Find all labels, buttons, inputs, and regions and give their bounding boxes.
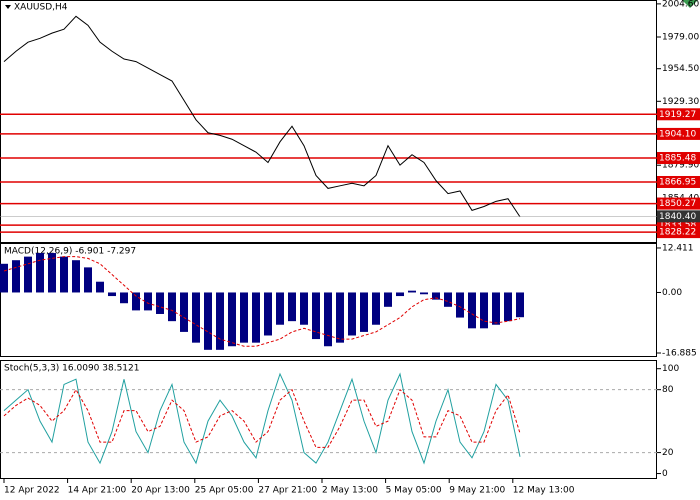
macd-bar bbox=[0, 263, 8, 293]
panel-title: MACD(12,26,9) -6.901 -7.297 bbox=[4, 247, 136, 257]
y-tick-label: 80 bbox=[662, 385, 674, 395]
x-tick-label: 12 Apr 2022 bbox=[4, 486, 60, 496]
macd-bar bbox=[288, 292, 296, 322]
macd-bar bbox=[384, 292, 392, 307]
x-tick-label: 9 May 21:00 bbox=[449, 486, 505, 496]
macd-bar bbox=[96, 281, 104, 293]
level-label: 1850.27 bbox=[659, 199, 696, 209]
panel-title: Stoch(5,3,3) 16.0090 38.5121 bbox=[4, 364, 139, 374]
level-label-box bbox=[657, 226, 700, 239]
macd-bar bbox=[228, 292, 236, 347]
macd-bar bbox=[456, 292, 464, 318]
x-tick-label: 14 Apr 21:00 bbox=[68, 486, 127, 496]
x-tick-label: 12 May 13:00 bbox=[513, 486, 575, 496]
level-label-box bbox=[657, 175, 700, 188]
level-label-box bbox=[657, 197, 700, 210]
macd-bar bbox=[204, 292, 212, 350]
stoch-main bbox=[3, 372, 521, 465]
macd-bar bbox=[192, 292, 200, 343]
macd-bar bbox=[132, 292, 140, 311]
y-tick-label: 2004.60 bbox=[662, 0, 699, 9]
x-tick-label: 5 May 05:00 bbox=[386, 486, 442, 496]
level-label: 1904.10 bbox=[659, 129, 696, 139]
y-tick-label: -16.885 bbox=[662, 349, 697, 359]
macd-bar bbox=[396, 292, 404, 297]
macd-bar bbox=[372, 292, 380, 325]
x-tick-label: 27 Apr 21:00 bbox=[258, 486, 317, 496]
macd-bar bbox=[108, 292, 116, 297]
macd-bar bbox=[360, 292, 368, 332]
macd-bar bbox=[312, 292, 320, 340]
macd-bar bbox=[144, 292, 152, 311]
x-tick-label: 25 Apr 05:00 bbox=[195, 486, 254, 496]
macd-bar bbox=[180, 292, 188, 332]
macd-bar bbox=[24, 256, 32, 293]
macd-bar bbox=[240, 292, 248, 343]
macd-bar bbox=[12, 260, 20, 293]
macd-bar bbox=[336, 292, 344, 343]
price-line bbox=[3, 15, 521, 218]
macd-bar bbox=[168, 292, 176, 322]
y-tick-label: 100 bbox=[662, 364, 679, 374]
macd-bar bbox=[36, 253, 44, 293]
y-tick-label: 1979.00 bbox=[662, 33, 699, 43]
level-label: 1866.95 bbox=[659, 177, 696, 187]
x-tick-label: 20 Apr 13:00 bbox=[131, 486, 190, 496]
current-price-label: 1840.40 bbox=[659, 212, 696, 222]
macd-bar bbox=[444, 292, 452, 307]
macd-bar bbox=[504, 292, 512, 322]
macd-bar bbox=[480, 292, 488, 329]
macd-bar bbox=[420, 292, 428, 295]
macd-bar bbox=[300, 292, 308, 325]
x-tick-label: 2 May 13:00 bbox=[322, 486, 378, 496]
macd-bar bbox=[516, 292, 524, 318]
macd-signal bbox=[3, 256, 521, 347]
dropdown-icon[interactable] bbox=[5, 5, 11, 9]
trade-arrow bbox=[682, 0, 698, 8]
y-tick-label: 1929.30 bbox=[662, 97, 699, 107]
y-tick-label: 20 bbox=[662, 448, 674, 458]
y-tick-label: 1879.90 bbox=[662, 161, 699, 171]
level-label: 1885.48 bbox=[659, 154, 696, 164]
macd-bar bbox=[72, 260, 80, 293]
macd-panel bbox=[0, 243, 657, 357]
macd-bar bbox=[84, 267, 92, 293]
y-tick-label: 0 bbox=[662, 469, 668, 479]
y-tick-label: 12.411 bbox=[662, 243, 694, 253]
current-price-box bbox=[657, 210, 700, 223]
macd-bar bbox=[216, 292, 224, 350]
price-panel bbox=[0, 0, 657, 243]
stoch-panel bbox=[0, 360, 657, 479]
macd-bar bbox=[492, 292, 500, 325]
level-label-box bbox=[657, 127, 700, 140]
macd-bar bbox=[348, 292, 356, 336]
macd-bar bbox=[48, 253, 56, 293]
macd-bar bbox=[252, 292, 260, 343]
macd-bar bbox=[264, 292, 272, 336]
macd-bar bbox=[408, 290, 416, 293]
level-label-box bbox=[657, 152, 700, 165]
y-tick-label: 0.00 bbox=[662, 288, 682, 298]
macd-bar bbox=[276, 292, 284, 325]
level-label: 1919.27 bbox=[659, 110, 696, 120]
stoch-signal bbox=[3, 388, 521, 448]
level-label-box bbox=[657, 108, 700, 121]
panel-title: XAUUSD,H4 bbox=[14, 3, 68, 13]
macd-bar bbox=[468, 292, 476, 329]
y-tick-label: 1954.50 bbox=[662, 64, 699, 74]
level-label: 1828.22 bbox=[659, 228, 696, 238]
macd-bar bbox=[324, 292, 332, 347]
macd-bar bbox=[120, 292, 128, 304]
macd-bar bbox=[432, 292, 440, 300]
macd-bar bbox=[60, 256, 68, 293]
level-label: 1833.58 bbox=[659, 221, 696, 231]
macd-bar bbox=[156, 292, 164, 314]
